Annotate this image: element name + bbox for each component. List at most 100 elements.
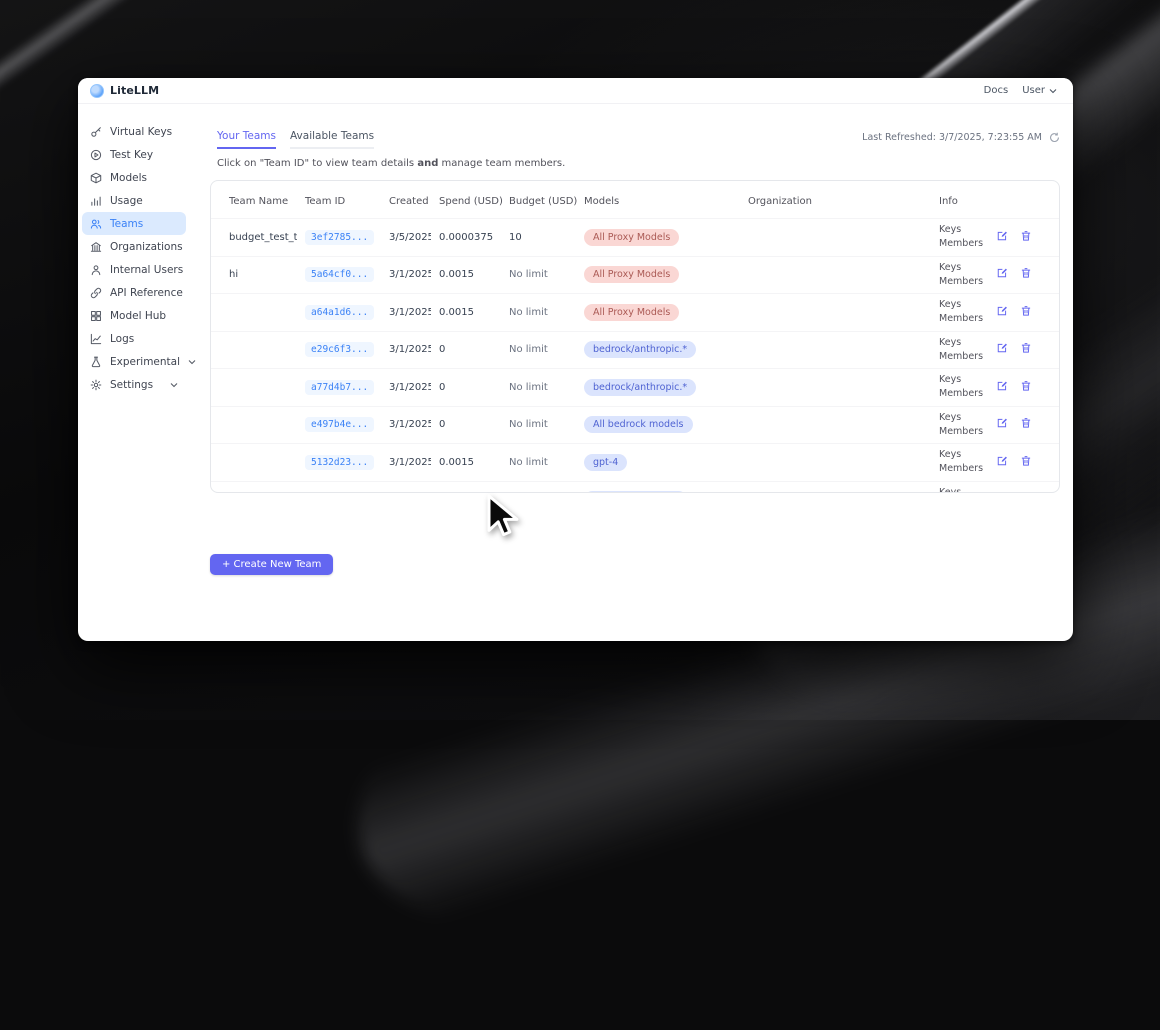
info-members-label: Members: [939, 275, 984, 287]
edit-pencil-icon: [996, 492, 1008, 493]
organization-cell: [740, 255, 931, 294]
models-badge: bedrock/anthropic.*: [584, 341, 697, 359]
created-cell: 3/1/2025: [381, 255, 431, 294]
edit-team-button[interactable]: [996, 417, 1008, 432]
edit-team-button[interactable]: [996, 267, 1008, 282]
sidebar-item-experimental[interactable]: Experimental: [82, 350, 196, 373]
sidebar-item-label: Test Key: [110, 148, 154, 161]
budget-cell: No limit: [501, 480, 576, 492]
tab-available-teams[interactable]: Available Teams: [289, 130, 375, 149]
team-id-link[interactable]: 5132d23...: [305, 454, 375, 470]
team-id-link[interactable]: 2bb3f2b...: [305, 492, 374, 493]
edit-team-button[interactable]: [996, 342, 1008, 357]
docs-link[interactable]: Docs: [983, 85, 1009, 96]
grid-icon: [91, 310, 101, 321]
info-members-label: Members: [939, 388, 984, 400]
delete-team-button[interactable]: [1020, 492, 1032, 493]
info-members-label: Members: [939, 350, 984, 362]
trash-icon: [1022, 380, 1031, 391]
spend-cell: 0: [431, 368, 501, 406]
info-keys-label: Keys: [939, 486, 962, 493]
info-cell: Keys Members: [931, 255, 988, 294]
created-cell: 3/1/2025: [381, 443, 431, 481]
tab-your-teams[interactable]: Your Teams: [217, 130, 276, 149]
organization-cell: [740, 443, 931, 481]
delete-team-button[interactable]: [1020, 455, 1032, 470]
info-keys-label: Keys: [939, 261, 962, 273]
team-id-link[interactable]: 3ef2785...: [305, 229, 375, 245]
edit-pencil-icon: [997, 306, 1007, 315]
team-name-cell: budget_test_team: [211, 218, 297, 256]
sidebar-item-virtual-keys[interactable]: Virtual Keys: [82, 120, 186, 143]
team-id-link[interactable]: e29c6f3...: [305, 342, 375, 358]
organization-cell: [740, 218, 931, 256]
models-badge: All Proxy Models: [584, 303, 680, 321]
chevron-down-icon: [188, 356, 196, 368]
sidebar-item-logs[interactable]: Logs: [82, 327, 186, 350]
organization-cell: [740, 480, 931, 492]
info-members-label: Members: [939, 238, 984, 250]
spend-cell: 0: [431, 405, 501, 444]
last-refreshed-label: Last Refreshed: 3/7/2025, 7:23:55 AM: [862, 132, 1042, 143]
spend-cell: 0: [431, 480, 501, 492]
team-name-cell: [211, 405, 297, 444]
flask-icon: [91, 356, 101, 367]
delete-team-button[interactable]: [1020, 380, 1032, 395]
created-cell: 3/1/2025: [381, 405, 431, 444]
created-cell: 3/5/2025: [381, 218, 431, 256]
team-id-link[interactable]: 5a64cf0...: [305, 267, 375, 283]
litellm-logo-icon: [90, 83, 104, 98]
column-header: Info: [939, 196, 958, 207]
sidebar-item-organizations[interactable]: Organizations: [82, 235, 186, 258]
create-new-team-button[interactable]: + Create New Team: [210, 554, 334, 575]
organization-cell: [740, 293, 931, 331]
models-badge: All bedrock models: [584, 416, 693, 434]
sidebar-item-model-hub[interactable]: Model Hub: [82, 304, 186, 327]
sidebar-item-settings[interactable]: Settings: [82, 373, 186, 396]
delete-team-button[interactable]: [1020, 305, 1032, 320]
sidebar-item-teams[interactable]: Teams: [82, 212, 186, 235]
user-menu[interactable]: User: [1022, 85, 1057, 96]
tab-bar: Your Teams Available Teams: [217, 130, 375, 149]
info-keys-label: Keys: [939, 224, 962, 235]
sidebar-item-label: API Reference: [110, 286, 183, 299]
info-keys-label: Keys: [939, 374, 962, 385]
spend-cell: 0.0015: [431, 255, 501, 294]
sidebar-item-internal-users[interactable]: Internal Users: [82, 258, 186, 281]
budget-cell: No limit: [501, 330, 576, 369]
edit-team-button[interactable]: [996, 230, 1008, 245]
litellm-logo[interactable]: LiteLLM: [90, 83, 159, 98]
delete-team-button[interactable]: [1020, 267, 1032, 282]
main-content: Your Teams Available Teams Last Refreshe…: [208, 104, 1073, 641]
budget-cell: No limit: [501, 293, 576, 331]
budget-cell: No limit: [501, 255, 576, 294]
edit-team-button[interactable]: [996, 455, 1008, 470]
team-id-link[interactable]: e497b4e...: [305, 417, 375, 433]
models-badge: All Proxy Models: [584, 266, 680, 284]
edit-team-button[interactable]: [996, 380, 1008, 395]
delete-team-button[interactable]: [1020, 342, 1032, 357]
sidebar-item-models[interactable]: Models: [82, 166, 186, 189]
delete-team-button[interactable]: [1020, 417, 1032, 432]
info-keys-label: Keys: [939, 336, 962, 348]
sidebar-item-test-key[interactable]: Test Key: [82, 143, 186, 166]
sidebar-item-api-reference[interactable]: API Reference: [82, 281, 186, 304]
refresh-icon[interactable]: [1049, 132, 1060, 143]
delete-team-button[interactable]: [1020, 230, 1032, 245]
user-icon: [91, 264, 101, 275]
models-badge: gpt-4: [584, 453, 628, 471]
team-id-link[interactable]: a77d4b7...: [305, 379, 375, 395]
column-header: Created: [389, 196, 429, 207]
team-name-cell: [211, 368, 297, 406]
edit-team-button[interactable]: [996, 305, 1008, 320]
sidebar-item-usage[interactable]: Usage: [82, 189, 186, 212]
edit-team-button[interactable]: [996, 492, 1008, 493]
created-cell: 3/1/2025: [381, 293, 431, 331]
info-cell: Keys Members: [931, 368, 988, 406]
app-header: LiteLLM Docs User: [78, 78, 1073, 104]
table-row: hi 5a64cf0... 3/1/2025 0.0015 No limit A…: [211, 255, 1059, 294]
table-row: e29c6f3... 3/1/2025 0 No limit bedrock/a…: [211, 330, 1059, 369]
column-header: Spend (USD): [439, 196, 503, 207]
team-id-link[interactable]: a64a1d6...: [305, 304, 375, 320]
table-row: 2bb3f2b... 3/1/2025 0 No limit All opena…: [211, 480, 1059, 493]
